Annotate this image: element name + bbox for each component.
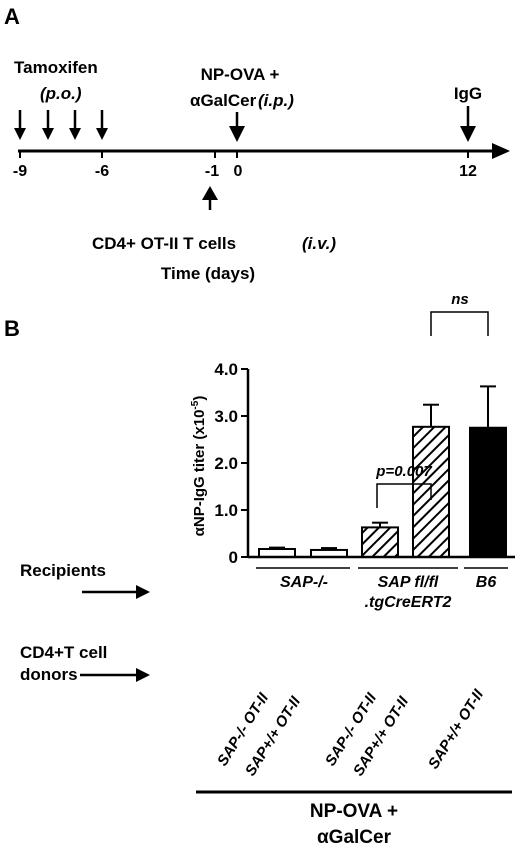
group-label-sap-ko: SAP-/- [280,574,328,591]
cd4-route: (i.v.) [302,234,336,253]
donors-label-2: donors [20,665,78,684]
ns-bracket [430,311,489,336]
igg-arrow [460,106,476,142]
recipients-label: Recipients [20,561,106,580]
tick-label: -9 [13,163,27,180]
y-axis-title-close: ) [191,396,208,401]
pval-annotation: p=0.007 [375,463,432,480]
npova-route: (i.p.) [258,91,294,110]
group-label-tgcreert2: .tgCreERT2 [365,594,452,611]
y-axis-title-exp: -5 [190,400,201,409]
npova-label: NP-OVA + [201,65,280,84]
bar [469,426,507,558]
y-tick-label: 1.0 [214,501,238,520]
treatment-label-1: NP-OVA + [310,801,398,822]
donor-label: SAP+/+ OT-II [425,686,488,772]
pval-bracket [376,483,432,508]
group-label-b6: B6 [476,574,497,591]
svg-text:αNP-IgG titer (x10-5): αNP-IgG titer (x10-5) [190,396,208,537]
y-tick-label: 2.0 [214,454,238,473]
treatment-label-2: αGalCer [317,827,392,848]
tamoxifen-label: Tamoxifen [14,58,98,77]
y-tick-label: 4.0 [214,360,238,379]
panel-a-label: A [4,4,20,29]
cd4-label: CD4+ OT-II T cells [92,234,236,253]
y-tick-label: 0 [229,548,238,567]
donors-arrow [80,668,150,682]
panel-b-label: B [4,316,20,341]
timeline-axis [18,143,510,159]
ns-annotation: ns [451,291,469,308]
recipients-arrow [82,585,150,599]
cd4-arrow [202,186,218,210]
group-label-sap-flfl: SAP fl/fl [378,574,439,591]
y-axis: 0 1.0 2.0 3.0 4.0 [214,360,250,567]
y-axis-title-main: αNP-IgG titer (x10 [191,410,208,537]
igg-label: IgG [454,84,482,103]
tamoxifen-arrows [14,110,108,140]
y-axis-title: αNP-IgG titer (x10-5) [190,396,208,537]
npova-arrow [229,112,245,142]
tamoxifen-route: (p.o.) [40,84,82,103]
tick-label: 12 [459,163,477,180]
tick-label: 0 [234,163,243,180]
tick-label: -6 [95,163,109,180]
time-axis-title: Time (days) [161,264,255,283]
tick-label: -1 [205,163,219,180]
donors-label-1: CD4+T cell [20,643,107,662]
bar [361,526,399,559]
npova-galcer: αGalCer [190,91,257,110]
y-tick-label: 3.0 [214,407,238,426]
